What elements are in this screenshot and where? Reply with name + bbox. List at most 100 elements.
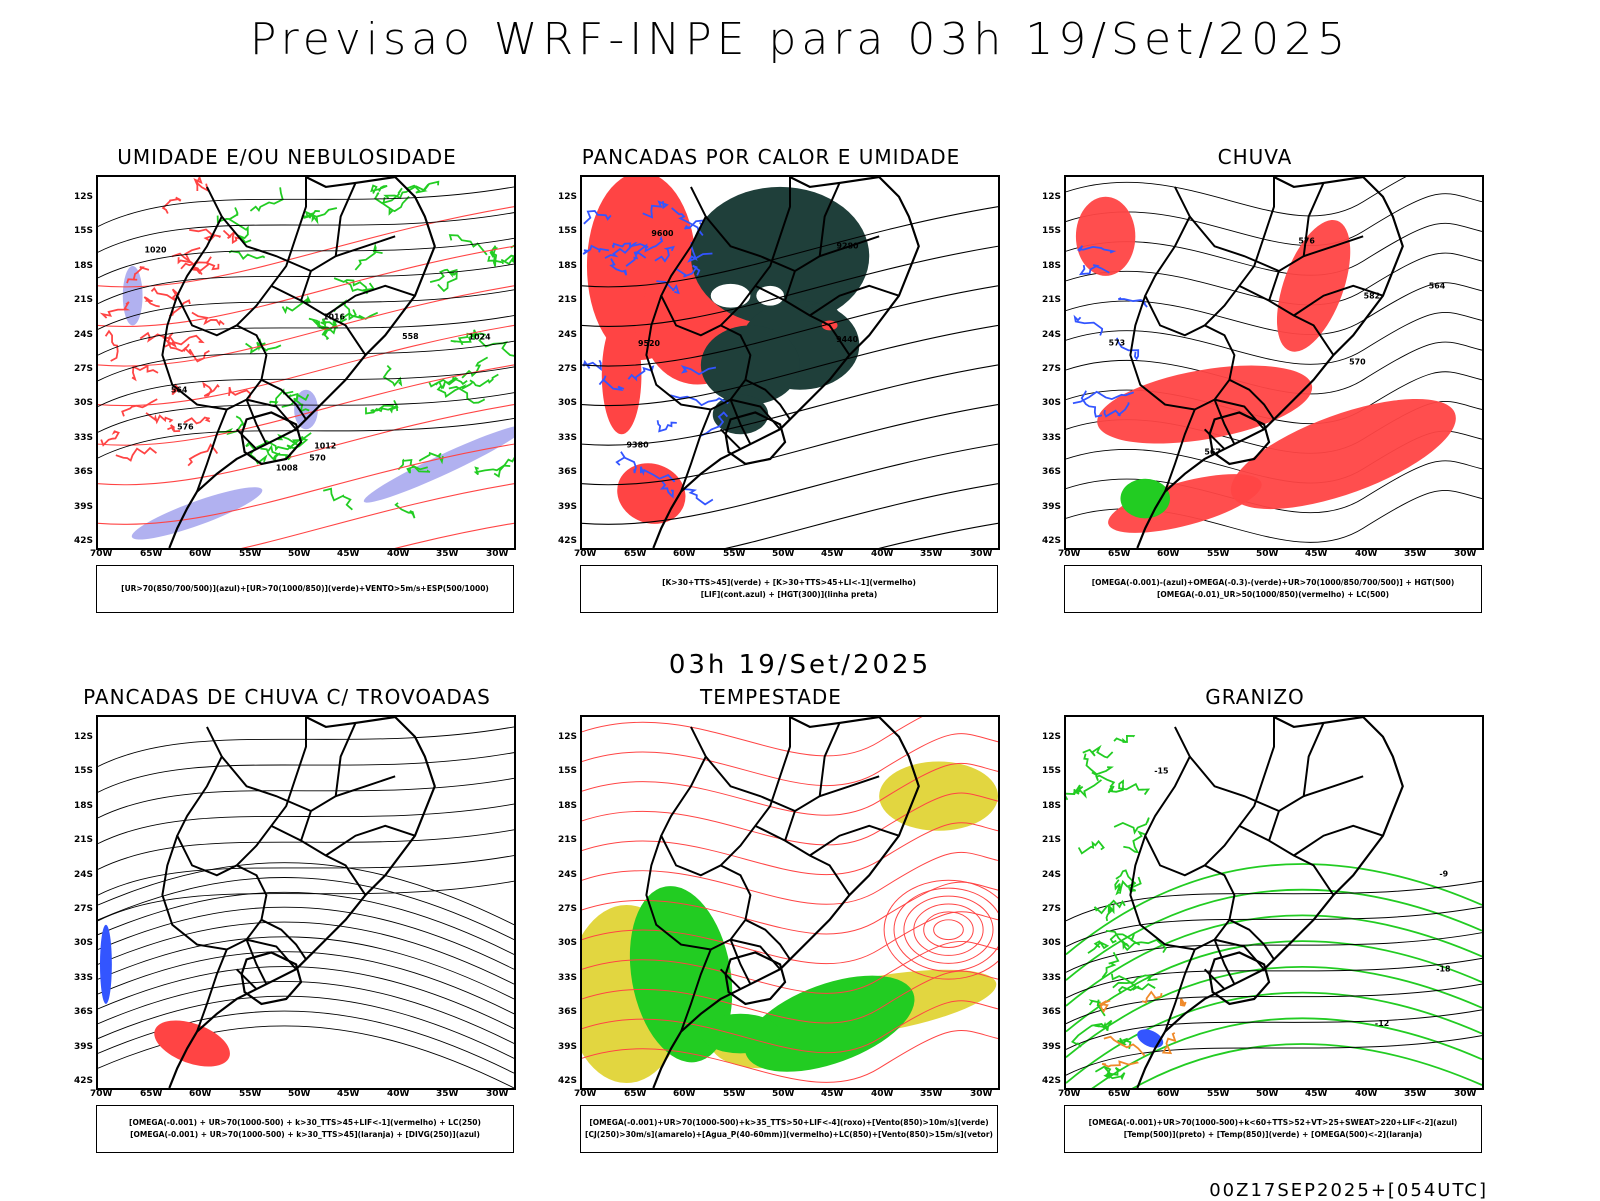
lat-tick-label: 18S xyxy=(74,801,94,811)
lon-tick-label: 30W xyxy=(970,549,993,559)
lon-tick-label: 50W xyxy=(772,1089,795,1099)
lat-tick-label: 15S xyxy=(1042,766,1062,776)
panel-title: UMIDADE E/OU NEBULOSIDADE xyxy=(117,145,457,169)
lat-tick-label: 33S xyxy=(74,433,94,443)
lat-tick-label: 33S xyxy=(1042,433,1062,443)
lat-tick-label: 42S xyxy=(558,536,578,546)
lat-tick-label: 39S xyxy=(558,502,578,512)
lat-tick-label: 15S xyxy=(1042,226,1062,236)
lat-tick-label: 12S xyxy=(74,192,94,202)
forecast-map xyxy=(96,715,516,1090)
lon-tick-label: 50W xyxy=(1256,1089,1279,1099)
lon-tick-label: 55W xyxy=(239,549,262,559)
lat-tick-label: 18S xyxy=(74,261,94,271)
contour-label: 576 xyxy=(1298,237,1315,246)
lat-tick-label: 39S xyxy=(74,502,94,512)
lon-tick-label: 70W xyxy=(90,549,113,559)
panel-title: PANCADAS DE CHUVA C/ TROVOADAS xyxy=(83,685,491,709)
lat-tick-label: 36S xyxy=(1042,1007,1062,1017)
lat-tick-label: 39S xyxy=(1042,1042,1062,1052)
lat-tick-label: 21S xyxy=(74,295,94,305)
forecast-map: 1008 1012 1016 1020 1024 576 570 564 558 xyxy=(96,175,516,550)
lat-tick-label: 36S xyxy=(558,1007,578,1017)
lon-tick-label: 70W xyxy=(574,1089,597,1099)
lat-tick-label: 42S xyxy=(74,536,94,546)
lat-tick-label: 21S xyxy=(1042,835,1062,845)
lat-tick-label: 27S xyxy=(1042,904,1062,914)
contour-label: 576 xyxy=(177,422,194,431)
lat-tick-label: 21S xyxy=(74,835,94,845)
panel-title: GRANIZO xyxy=(1205,685,1305,709)
lat-tick-label: 30S xyxy=(74,398,94,408)
lat-tick-label: 30S xyxy=(74,938,94,948)
lat-tick-label: 24S xyxy=(1042,870,1062,880)
lon-tick-label: 60W xyxy=(673,549,696,559)
lon-tick-label: 30W xyxy=(1454,1089,1477,1099)
forecast-map: 582 576 570 573 567 564 xyxy=(1064,175,1484,550)
lat-tick-label: 42S xyxy=(74,1076,94,1086)
contour-label: 9380 xyxy=(627,440,650,449)
lat-tick-label: 18S xyxy=(1042,261,1062,271)
lat-tick-label: 33S xyxy=(74,973,94,983)
panel-legend: [OMEGA(-0.001) + UR>70(1000-500) + k>30_… xyxy=(96,1105,514,1153)
panel-granizo: GRANIZO -12 -15 -18 -9 12S 15S 18S 21S 24S 27S 30S 3… xyxy=(1030,685,1484,1155)
lon-tick-label: 55W xyxy=(1207,1089,1230,1099)
contour-label: -18 xyxy=(1436,965,1451,974)
legend-line: [Temp(500)](preto) + [Temp(850)](verde) … xyxy=(1123,1130,1423,1139)
lon-tick-label: 70W xyxy=(1058,1089,1081,1099)
lon-tick-label: 50W xyxy=(288,549,311,559)
lat-tick-label: 12S xyxy=(74,732,94,742)
lon-tick-label: 50W xyxy=(1256,549,1279,559)
lon-tick-label: 55W xyxy=(723,549,746,559)
forecast-map: 9600 9520 9440 9380 9280 xyxy=(580,175,1000,550)
legend-line: [LIF](cont.azul) + [HGT(300)](linha pret… xyxy=(700,590,878,599)
lon-tick-label: 70W xyxy=(90,1089,113,1099)
lon-tick-label: 40W xyxy=(387,1089,410,1099)
contour-label: 564 xyxy=(171,385,188,394)
lat-tick-label: 15S xyxy=(74,766,94,776)
lon-tick-label: 35W xyxy=(920,1089,943,1099)
lon-tick-label: 65W xyxy=(1108,1089,1131,1099)
lat-tick-label: 12S xyxy=(1042,192,1062,202)
run-info-footer: 00Z17SEP2025+[054UTC] xyxy=(1209,1180,1488,1201)
lon-tick-label: 55W xyxy=(239,1089,262,1099)
legend-line: [OMEGA(-0.01)_UR>50(1000/850)(vermelho) … xyxy=(1156,590,1390,599)
lat-tick-label: 15S xyxy=(558,766,578,776)
lat-tick-label: 27S xyxy=(74,904,94,914)
lon-tick-label: 50W xyxy=(288,1089,311,1099)
lat-tick-label: 30S xyxy=(1042,938,1062,948)
lon-tick-label: 45W xyxy=(337,549,360,559)
panel-umidade: UMIDADE E/OU NEBULOSIDADE 1008 1012 1016 102… xyxy=(62,145,516,615)
lat-tick-label: 39S xyxy=(74,1042,94,1052)
contour-label: 9440 xyxy=(836,335,859,344)
contour-label: 9280 xyxy=(837,241,860,250)
lat-tick-label: 30S xyxy=(558,938,578,948)
panel-chuva: CHUVA 582 576 570 573 567 564 12S 15S 18S 21S 24S 27… xyxy=(1030,145,1484,615)
lat-tick-label: 42S xyxy=(1042,536,1062,546)
lon-tick-label: 40W xyxy=(871,1089,894,1099)
lat-tick-label: 36S xyxy=(1042,467,1062,477)
lon-tick-label: 40W xyxy=(387,549,410,559)
lon-tick-label: 65W xyxy=(624,1089,647,1099)
lon-tick-label: 30W xyxy=(486,549,509,559)
panel-title: TEMPESTADE xyxy=(700,685,842,709)
contour-label: -9 xyxy=(1439,869,1448,878)
contour-label: 9520 xyxy=(638,339,661,348)
lon-tick-label: 45W xyxy=(1305,1089,1328,1099)
lon-tick-label: 70W xyxy=(1058,549,1081,559)
lon-tick-label: 60W xyxy=(673,1089,696,1099)
lat-tick-label: 36S xyxy=(74,467,94,477)
panel-title: PANCADAS POR CALOR E UMIDADE xyxy=(581,145,961,169)
lon-tick-label: 45W xyxy=(337,1089,360,1099)
legend-line: [OMEGA(-0.001) + UR>70(1000-500) + k>30_… xyxy=(130,1130,480,1139)
lat-tick-label: 12S xyxy=(558,732,578,742)
lat-tick-label: 15S xyxy=(558,226,578,236)
lat-tick-label: 21S xyxy=(558,295,578,305)
forecast-time-subtitle: 03h 19/Set/2025 xyxy=(668,650,932,680)
lat-tick-label: 24S xyxy=(74,870,94,880)
lon-tick-label: 35W xyxy=(436,549,459,559)
lon-tick-label: 65W xyxy=(1108,549,1131,559)
lon-tick-label: 35W xyxy=(920,549,943,559)
lat-tick-label: 33S xyxy=(558,973,578,983)
lat-tick-label: 30S xyxy=(558,398,578,408)
